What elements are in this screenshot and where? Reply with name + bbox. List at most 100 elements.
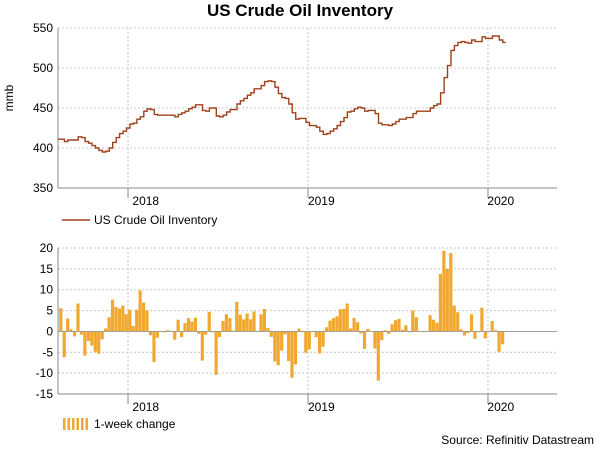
bar	[135, 309, 139, 332]
y-tick-label: 450	[33, 101, 53, 115]
data-point	[129, 123, 131, 125]
bar	[104, 328, 108, 332]
legend-swatch-bar	[67, 418, 70, 430]
data-point	[208, 107, 210, 109]
y-tick-label: -10	[36, 366, 54, 380]
data-point	[339, 120, 341, 122]
data-point	[433, 104, 435, 106]
legend-label: 1-week change	[94, 417, 176, 431]
data-point	[98, 149, 100, 151]
data-point	[267, 80, 269, 82]
bar	[307, 331, 311, 350]
bar	[273, 331, 277, 362]
data-point	[436, 103, 438, 105]
data-point	[160, 114, 162, 116]
bar	[373, 331, 377, 349]
bar	[252, 311, 256, 332]
data-point	[80, 136, 82, 138]
bar	[180, 331, 184, 338]
data-point	[198, 104, 200, 106]
data-point	[388, 124, 390, 126]
bar	[228, 318, 232, 332]
legend-swatch-bar	[76, 418, 79, 430]
bar	[387, 331, 391, 334]
bar	[197, 331, 201, 334]
bar	[442, 250, 446, 332]
source-note: Source: Refinitiv Datastream	[441, 433, 594, 447]
data-point	[450, 49, 452, 51]
data-point	[184, 110, 186, 112]
legend-swatch-bar	[63, 418, 66, 430]
data-point	[132, 122, 134, 124]
data-point	[101, 151, 103, 153]
bar	[318, 331, 322, 354]
y-tick-label: -5	[42, 345, 53, 359]
bar	[376, 331, 380, 381]
data-point	[139, 116, 141, 118]
data-point	[122, 130, 124, 132]
data-point	[187, 108, 189, 110]
data-point	[246, 94, 248, 96]
bar	[404, 325, 408, 332]
data-point	[377, 122, 379, 124]
x-tick-label: 2018	[132, 400, 159, 414]
data-point	[243, 97, 245, 99]
bar	[242, 319, 246, 332]
data-point	[395, 120, 397, 122]
y-axis-label: mmb	[2, 84, 16, 111]
y-tick-label: 5	[46, 304, 53, 318]
bar	[287, 331, 291, 361]
data-point	[474, 40, 476, 42]
bar	[259, 314, 263, 332]
bar	[204, 331, 208, 335]
bar	[207, 311, 211, 332]
data-point	[443, 76, 445, 78]
legend-swatch-bar	[85, 418, 88, 430]
data-point	[174, 116, 176, 118]
data-point	[374, 112, 376, 114]
data-point	[367, 109, 369, 111]
bar	[76, 303, 80, 332]
data-point	[477, 40, 479, 42]
data-point	[298, 117, 300, 119]
bar	[200, 331, 204, 361]
data-point	[149, 108, 151, 110]
bar	[152, 331, 156, 362]
data-point	[495, 35, 497, 37]
bar	[131, 326, 135, 332]
data-point	[319, 130, 321, 132]
data-point	[105, 150, 107, 152]
inventory-line-chart: 350 400 450 500 550 2018 2019 2020 mmb US Crude O…	[2, 21, 557, 227]
bar	[466, 331, 470, 334]
bar	[276, 331, 280, 366]
data-point	[360, 107, 362, 109]
data-point	[484, 37, 486, 39]
data-point	[74, 139, 76, 141]
data-point	[163, 114, 165, 116]
data-point	[419, 110, 421, 112]
data-point	[363, 110, 365, 112]
bar	[114, 306, 118, 332]
x-tick-label: 2019	[308, 194, 335, 208]
bar	[214, 331, 218, 375]
data-point	[274, 86, 276, 88]
data-point	[426, 110, 428, 112]
bar	[69, 329, 73, 332]
bar	[297, 328, 301, 332]
bar	[142, 302, 146, 332]
data-point	[108, 147, 110, 149]
bar	[190, 321, 194, 332]
data-point	[277, 92, 279, 94]
data-point	[219, 116, 221, 118]
bar	[90, 331, 94, 346]
bar	[335, 316, 339, 332]
data-point	[401, 118, 403, 120]
data-point	[167, 114, 169, 116]
data-point	[63, 140, 65, 142]
data-point	[239, 100, 241, 102]
bar	[428, 315, 432, 332]
data-point	[215, 115, 217, 117]
bar	[148, 331, 153, 336]
bar	[79, 331, 84, 335]
